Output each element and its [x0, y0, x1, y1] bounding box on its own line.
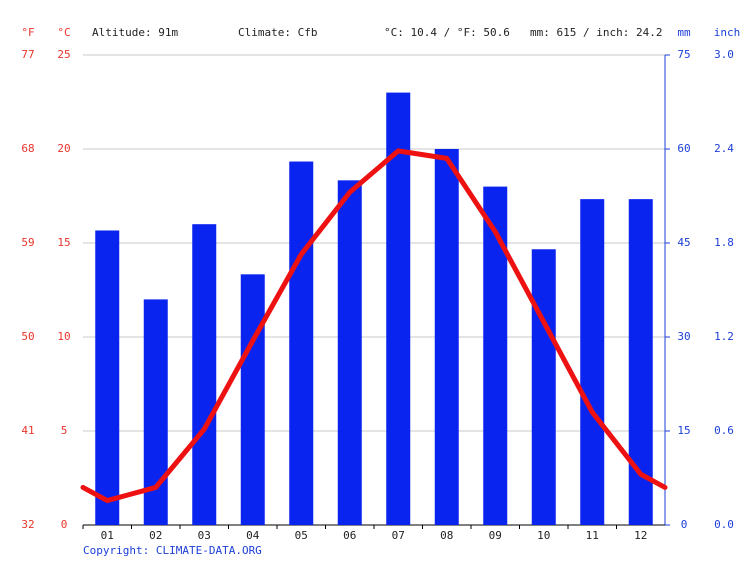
y-tick-label: 0.0 [714, 518, 734, 531]
bar [337, 180, 362, 526]
y-tick-label: 0.6 [714, 424, 734, 437]
y-tick-label: 5 [61, 424, 68, 437]
y-tick-label: 1.8 [714, 236, 734, 249]
x-tick-label: 10 [537, 529, 550, 542]
y-tick-label: 41 [21, 424, 34, 437]
y-tick-label: 1.2 [714, 330, 734, 343]
precip-summary: mm: 615 / inch: 24.2 [530, 26, 662, 39]
y-tick-label: 50 [21, 330, 34, 343]
y-tick-label: 10 [57, 330, 70, 343]
y-tick-label: 15 [677, 424, 690, 437]
x-tick-label: 04 [246, 529, 260, 542]
x-tick-label: 12 [634, 529, 647, 542]
y-tick-label: 32 [21, 518, 34, 531]
bar [289, 161, 314, 526]
x-tick-label: 07 [392, 529, 405, 542]
y-tick-label: 30 [677, 330, 690, 343]
y-tick-label: 25 [57, 48, 70, 61]
x-tick-label: 02 [149, 529, 162, 542]
temp-summary: °C: 10.4 / °F: 50.6 [384, 26, 510, 39]
temperature-line [106, 148, 643, 503]
copyright: Copyright: CLIMATE-DATA.ORG [83, 544, 262, 557]
bar [531, 249, 556, 525]
x-tick-label: 05 [295, 529, 308, 542]
y-tick-label: 2.4 [714, 142, 734, 155]
y-tick-label: 0 [681, 518, 688, 531]
y-tick-label: 75 [677, 48, 690, 61]
y-tick-label: 15 [57, 236, 70, 249]
bar [95, 230, 120, 525]
x-tick-label: 03 [198, 529, 211, 542]
bar [240, 274, 265, 525]
unit-inch: inch [714, 26, 741, 39]
bar [192, 224, 217, 525]
x-tick-label: 06 [343, 529, 356, 542]
y-tick-label: 68 [21, 142, 34, 155]
x-tick-label: 09 [489, 529, 502, 542]
y-tick-label: 60 [677, 142, 690, 155]
y-tick-label: 59 [21, 236, 34, 249]
y-tick-label: 77 [21, 48, 34, 61]
climate: Climate: Cfb [238, 26, 317, 39]
x-tick-label: 01 [101, 529, 114, 542]
altitude: Altitude: 91m [92, 26, 178, 39]
bar [580, 199, 605, 525]
unit-f: °F [21, 26, 34, 39]
unit-mm: mm [677, 26, 691, 39]
y-tick-label: 3.0 [714, 48, 734, 61]
bar [483, 186, 508, 525]
bar [386, 92, 411, 525]
x-tick-label: 08 [440, 529, 453, 542]
bar [434, 149, 459, 525]
y-tick-label: 20 [57, 142, 70, 155]
x-tick-label: 11 [586, 529, 599, 542]
unit-c: °C [57, 26, 70, 39]
y-tick-label: 0 [61, 518, 68, 531]
y-tick-label: 45 [677, 236, 690, 249]
line-edge [80, 471, 668, 504]
